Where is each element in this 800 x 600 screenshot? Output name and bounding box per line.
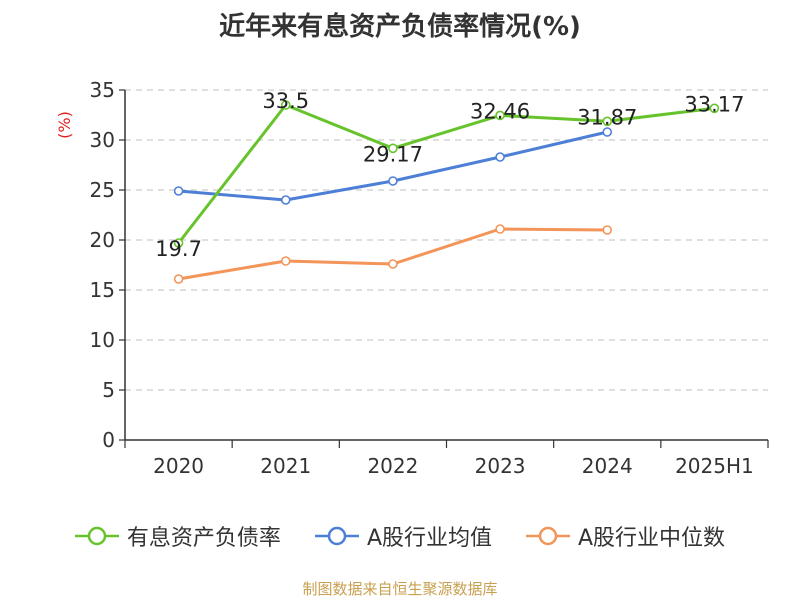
series-point	[602, 225, 613, 235]
series-point	[602, 127, 613, 137]
y-tick-label: 20	[90, 228, 115, 252]
x-tick-label: 2023	[475, 454, 526, 478]
series-line	[178, 227, 608, 281]
series-point	[602, 116, 613, 127]
y-tick-label: 10	[90, 328, 115, 352]
y-tick-label: 35	[90, 78, 115, 102]
data-label: 29.17	[363, 142, 423, 166]
legend-item-industry-median[interactable]: A股行业中位数	[526, 520, 725, 552]
series-point	[495, 110, 505, 121]
legend-label-debt-ratio: 有息资产负债率	[126, 526, 281, 551]
series-point	[495, 152, 505, 162]
legend-label-industry-mean: A股行业均值	[366, 526, 492, 551]
series-point	[173, 274, 184, 284]
series-point	[388, 259, 398, 269]
x-tick-label: 2020	[153, 454, 204, 478]
x-tick-label: 2021	[260, 454, 311, 478]
legend-swatch-industry-median-icon	[526, 526, 570, 546]
chart-title: 近年来有息资产负债率情况(%)	[219, 12, 581, 42]
x-tick-label: 2025H1	[675, 454, 754, 478]
y-tick-label: 25	[90, 178, 115, 202]
series-point	[388, 176, 398, 186]
legend-swatch-industry-mean-icon	[314, 526, 359, 546]
data-labels: 19.7 33.5 29.17 32.46 31.87 33.17	[155, 89, 744, 261]
y-axis-label: (%)	[55, 111, 74, 139]
series-point	[495, 224, 505, 234]
axes: 0 5 10 15 20 25 30 35 2020 2021 2022 2023 2024 2025H1…	[55, 78, 769, 478]
data-label: 33.17	[684, 92, 744, 116]
legend-item-industry-mean[interactable]: A股行业均值	[314, 520, 492, 552]
series-point	[280, 100, 291, 110]
series-point	[388, 143, 398, 154]
x-tick-label: 2022	[367, 454, 418, 478]
data-label: 32.46	[470, 99, 530, 123]
series-group	[173, 100, 720, 284]
series-point	[280, 256, 291, 266]
legend-item-debt-ratio[interactable]: 有息资产负债率	[74, 520, 281, 552]
series-point	[709, 103, 720, 114]
data-label: 33.5	[262, 89, 309, 113]
series-point	[280, 195, 291, 205]
series-line	[177, 103, 715, 244]
data-label: 19.7	[155, 237, 202, 261]
legend-label-industry-median: A股行业中位数	[578, 526, 726, 551]
legend: 有息资产负债率 A股行业均值 A股行业中位数	[0, 520, 800, 552]
source-note: 制图数据来自恒生聚源数据库	[302, 580, 498, 598]
series-point	[173, 238, 184, 248]
grid-lines	[125, 89, 768, 391]
y-tick-label: 15	[90, 278, 115, 302]
data-label: 31.87	[577, 105, 637, 129]
y-tick-label: 0	[102, 428, 115, 452]
y-tick-label: 5	[102, 378, 115, 402]
legend-swatch-debt-ratio-icon	[74, 526, 119, 546]
series-point	[173, 186, 184, 196]
y-tick-label: 30	[90, 128, 115, 152]
x-tick-label: 2024	[582, 454, 633, 478]
